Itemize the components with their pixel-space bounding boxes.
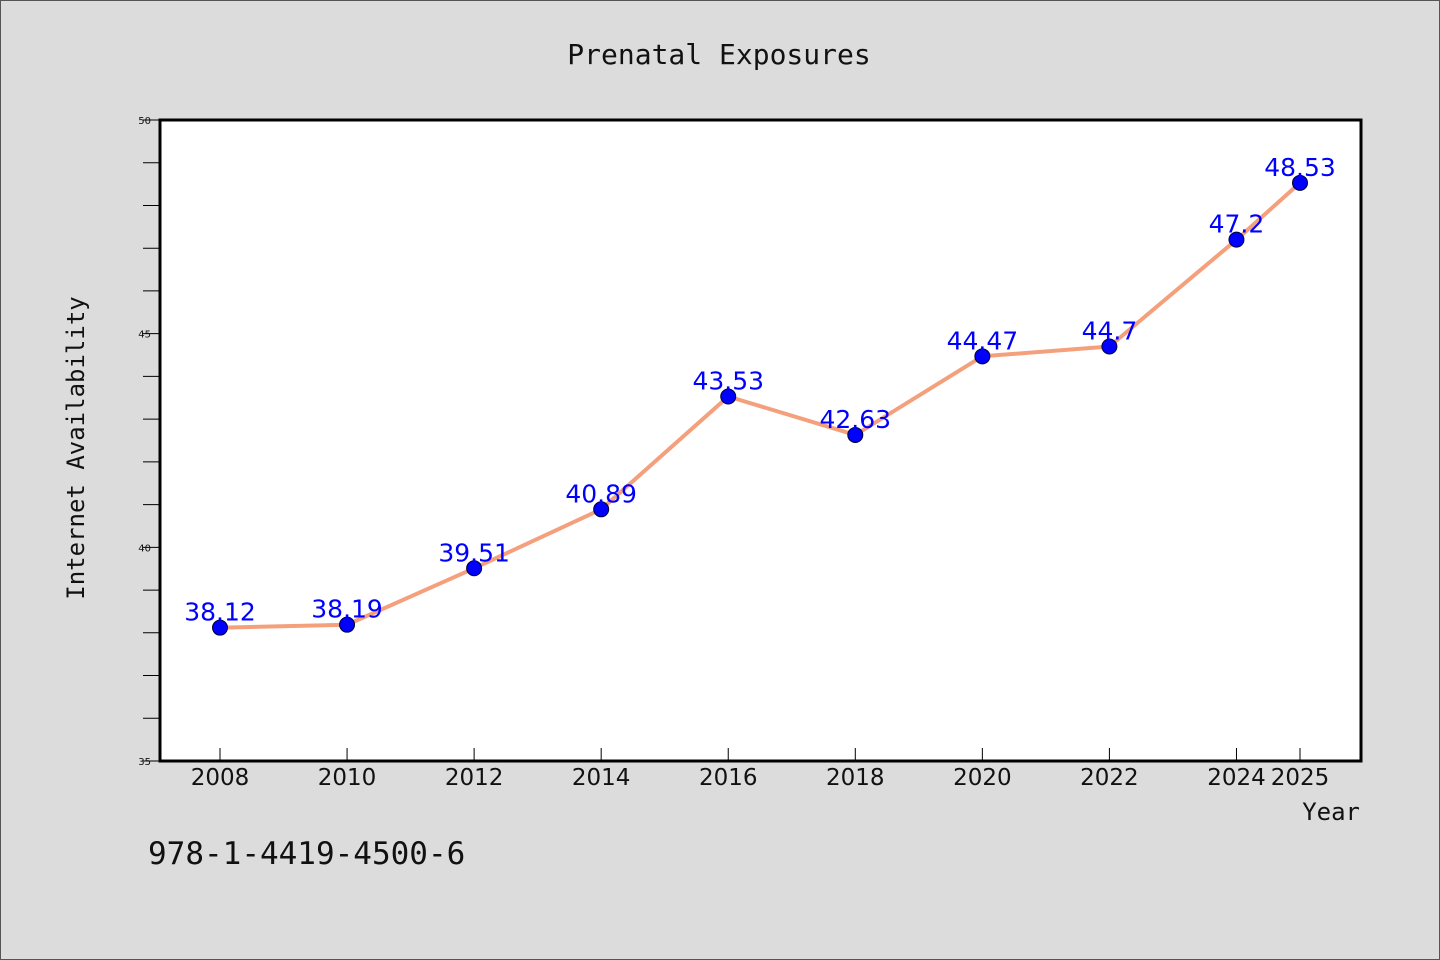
y-tick-label-1: 40 (138, 543, 151, 554)
x-tick-label-2: 2012 (445, 765, 504, 791)
y-axis-title: Internet Availability (62, 296, 90, 599)
x-tick-label-3: 2014 (572, 765, 631, 791)
data-point-6 (974, 348, 991, 365)
chart-title: Prenatal Exposures (567, 38, 870, 71)
series-line-0 (218, 180, 1302, 630)
y-axis: 35 40 45 50 (138, 116, 160, 768)
data-point-4 (720, 388, 737, 405)
x-tick-label-1: 2010 (318, 765, 377, 791)
x-tick-label-7: 2022 (1080, 765, 1139, 791)
data-point-5 (847, 426, 864, 443)
data-point-8 (1228, 231, 1245, 248)
data-label-5: 42.63 (820, 405, 892, 434)
data-point-7 (1101, 338, 1118, 355)
x-tick-label-6: 2020 (953, 765, 1012, 791)
data-point-9 (1292, 174, 1308, 191)
data-label-3: 40.89 (565, 479, 637, 508)
x-axis: 2008 2010 2012 2014 2016 2018 2020 2022 2024 2025 (191, 748, 1330, 791)
data-point-2 (466, 560, 483, 577)
y-tick-label-3: 50 (138, 116, 151, 127)
data-label-8: 47.2 (1209, 210, 1265, 239)
data-point-1 (339, 616, 356, 633)
data-label-9: 48.53 (1264, 153, 1336, 182)
data-labels: 38.12 38.19 39.51 40.89 43.53 42.63 44.47 44.7 4… (184, 153, 1336, 627)
y-tick-label-0: 35 (138, 757, 151, 768)
data-point-3 (593, 501, 610, 518)
data-point-0 (212, 619, 228, 636)
x-tick-label-4: 2016 (699, 765, 758, 791)
data-label-2: 39.51 (438, 538, 510, 567)
x-tick-label-9: 2025 (1271, 765, 1330, 791)
data-label-6: 44.47 (947, 326, 1019, 355)
data-label-4: 43.53 (692, 366, 764, 395)
x-tick-label-0: 2008 (191, 765, 250, 791)
y-tick-label-2: 45 (138, 330, 151, 341)
plot-area (158, 118, 1363, 763)
footnote-text: 978-1-4419-4500-6 (148, 836, 465, 872)
series-group (212, 174, 1308, 636)
data-label-7: 44.7 (1082, 316, 1138, 345)
data-label-1: 38.19 (311, 595, 383, 624)
x-axis-title: Year (1302, 798, 1360, 826)
x-tick-label-5: 2018 (826, 765, 885, 791)
x-tick-label-8: 2024 (1207, 765, 1266, 791)
data-label-0: 38.12 (184, 598, 256, 627)
